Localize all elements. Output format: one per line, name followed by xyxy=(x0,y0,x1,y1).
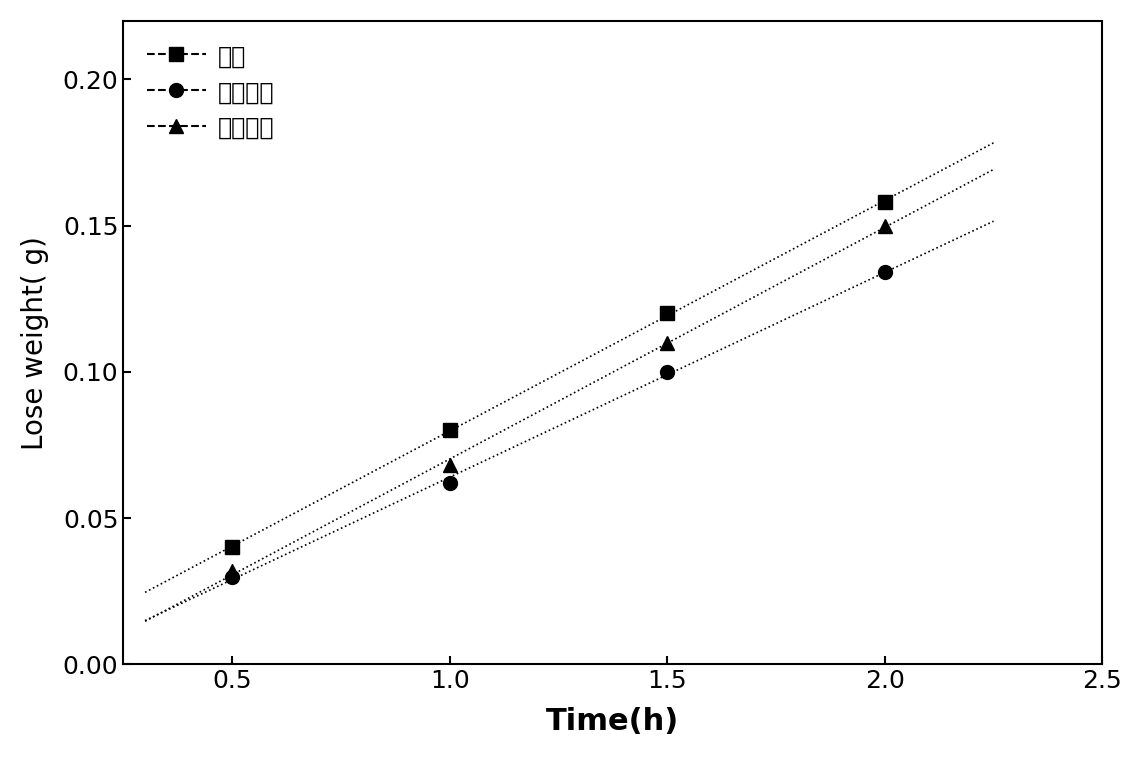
复合淬火 xyxy=(225,572,239,581)
X-axis label: Time(h): Time(h) xyxy=(546,707,679,736)
油淬 xyxy=(442,426,456,435)
油淬 xyxy=(661,309,674,318)
油淬 xyxy=(225,543,239,552)
Y-axis label: Lose weight( g): Lose weight( g) xyxy=(21,235,49,450)
等温淬火 xyxy=(878,221,892,230)
等温淬火 xyxy=(442,461,456,470)
油淬 xyxy=(878,198,892,207)
等温淬火 xyxy=(661,338,674,347)
复合淬火 xyxy=(878,268,892,277)
复合淬火 xyxy=(442,478,456,488)
Legend: 油淬, 复合淬火, 等温淬火: 油淬, 复合淬火, 等温淬火 xyxy=(135,33,286,152)
Line: 等温淬火: 等温淬火 xyxy=(225,219,892,578)
Line: 复合淬火: 复合淬火 xyxy=(225,266,892,584)
Line: 油淬: 油淬 xyxy=(225,195,892,554)
等温淬火 xyxy=(225,566,239,575)
复合淬火 xyxy=(661,367,674,376)
